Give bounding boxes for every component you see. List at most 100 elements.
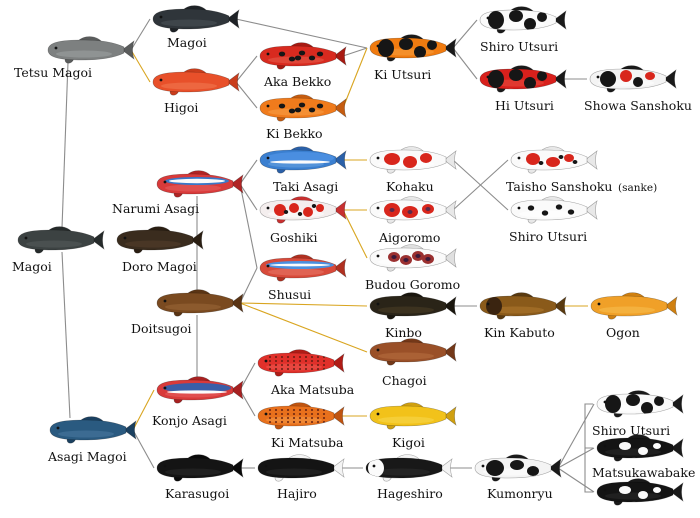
fish-marking	[308, 55, 316, 61]
fish-marking	[292, 409, 296, 411]
fish-marking	[298, 356, 302, 358]
fish-belly	[378, 416, 434, 424]
fish-tail	[331, 458, 345, 478]
fish-tail	[670, 394, 684, 414]
fish-marking	[322, 360, 326, 362]
fish-marking	[620, 70, 632, 82]
fish-eye	[372, 464, 376, 468]
fish-tail	[230, 174, 244, 194]
fish-marking	[509, 69, 523, 81]
fish-marking	[425, 207, 431, 211]
fish-marking	[292, 356, 296, 358]
fish-eye	[266, 104, 270, 108]
fish-marking	[572, 160, 578, 164]
fish-belly	[161, 82, 217, 90]
fish-tail	[333, 46, 347, 66]
edge-tetsu_magoi-to-higoi	[130, 49, 151, 83]
fish-tail	[548, 458, 562, 478]
fish-marking	[316, 360, 320, 362]
edge-kumonryu-to-shiro_utsuri_bot	[557, 403, 595, 469]
koi-fish-kohaku	[369, 146, 457, 174]
sublabel-taisho-sanshoku: (sanke)	[618, 182, 657, 194]
fish-belly	[26, 240, 82, 248]
fish-marking	[274, 421, 278, 423]
koi-fish-taisho-sanshoku	[510, 146, 598, 174]
fish-tail	[443, 248, 457, 268]
fish-tail	[226, 72, 240, 92]
fish-marking	[304, 413, 308, 415]
fish-marking	[280, 421, 284, 423]
fish-tail	[553, 296, 567, 316]
edge-kumonryu-to-matsukawabake_b	[557, 467, 595, 493]
label-shiro-utsuri-mid: Shiro Utsuri	[509, 229, 587, 244]
fish-marking	[294, 107, 302, 113]
fish-tail	[230, 293, 244, 313]
fish-eye	[266, 206, 270, 210]
fish-tail	[230, 380, 244, 400]
fish-marking	[427, 40, 437, 50]
fish-eye	[597, 302, 601, 306]
fish-marking	[316, 409, 320, 411]
fish-eye	[486, 75, 490, 79]
fish-marking	[567, 209, 575, 215]
fish-marking	[403, 156, 417, 168]
edge-magoi_left-to-asagi_magoi	[61, 251, 71, 419]
label-layer: Tetsu Magoi Magoi Higoi Aka Bekko Ki Bekko Ki…	[12, 35, 695, 501]
fish-marking	[546, 157, 560, 167]
fish-marking	[310, 413, 314, 415]
koi-fish-tetsu-magoi	[47, 36, 135, 64]
fish-marking	[420, 153, 432, 163]
label-doitsugoi: Doitsugoi	[131, 321, 192, 336]
koi-fish-taki-asagi	[259, 146, 347, 174]
koi-fish-magoi-top	[152, 5, 240, 33]
fish-marking	[297, 212, 303, 216]
edge-ki_bekko-to-ki_utsuri	[342, 47, 368, 109]
fish-marking	[310, 360, 314, 362]
fish-eye	[486, 302, 490, 306]
fish-marking	[310, 409, 314, 411]
fish-eye	[163, 386, 167, 390]
koi-fish-shiro-utsuri-bot	[596, 390, 684, 418]
fish-marking	[304, 364, 308, 366]
fish-marking	[316, 204, 324, 212]
edge-narumi_asagi-to-shusui	[239, 183, 258, 269]
fish-marking	[304, 356, 308, 358]
label-kumonryu: Kumonryu	[487, 486, 553, 501]
fish-marking	[311, 204, 317, 208]
fish-marking	[298, 409, 302, 411]
label-ogon: Ogon	[606, 325, 640, 340]
fish-marking	[268, 356, 272, 358]
fish-marking	[524, 77, 536, 89]
fish-marking	[316, 356, 320, 358]
fish-marking	[167, 390, 227, 394]
label-ki-bekko: Ki Bekko	[266, 126, 323, 141]
fish-marking	[286, 409, 290, 411]
fish-eye	[266, 156, 270, 160]
edge-doitsugoi-to-chagoi	[239, 302, 368, 353]
fish-marking	[268, 409, 272, 411]
edge-narumi_asagi-to-goshiki	[239, 183, 258, 211]
fish-marking	[280, 364, 284, 366]
fish-marking	[633, 77, 643, 87]
fish-marking	[304, 417, 308, 419]
koi-fish-hajiro	[257, 454, 345, 482]
edge-magoi_top-to-ki_utsuri	[235, 18, 368, 49]
fish-marking	[316, 413, 320, 415]
fish-tail	[664, 296, 678, 316]
fish-eye	[376, 348, 380, 352]
fish-pattern	[268, 409, 326, 423]
koi-fish-chagoi	[369, 338, 457, 366]
fish-eye	[123, 236, 127, 240]
koi-fish-ki-utsuri	[369, 34, 457, 62]
label-ki-matsuba: Ki Matsuba	[271, 435, 344, 450]
fish-marking	[488, 11, 504, 29]
fish-eye	[376, 44, 380, 48]
fish-marking	[163, 383, 231, 393]
fish-marking	[638, 491, 648, 499]
edges-layer	[61, 18, 595, 493]
fish-marking	[486, 297, 502, 315]
fish-pattern	[368, 459, 384, 477]
fish-marking	[558, 155, 564, 159]
koi-fish-hageshiro	[365, 454, 453, 482]
